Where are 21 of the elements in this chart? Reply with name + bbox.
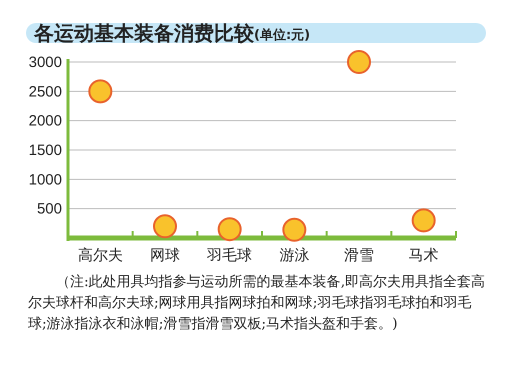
y-tick-label: 2500 xyxy=(28,83,62,100)
x-tick-label: 滑雪 xyxy=(344,247,374,264)
point xyxy=(218,217,242,242)
y-tick-label: 500 xyxy=(36,200,62,218)
y-tick-label: 1000 xyxy=(28,171,62,188)
point xyxy=(88,79,112,104)
x-tick-label: 高尔夫 xyxy=(78,247,123,264)
x-tick-label: 马术 xyxy=(408,247,439,264)
chart-subtitle: (单位:元) xyxy=(254,27,310,43)
x-tick-label: 游泳 xyxy=(279,247,310,264)
y-tick-label: 3000 xyxy=(28,54,62,71)
point xyxy=(412,208,436,232)
x-tick-label: 羽毛球 xyxy=(206,247,252,264)
point xyxy=(347,50,371,74)
point xyxy=(153,214,177,238)
x-tick-label: 网球 xyxy=(150,247,180,264)
point xyxy=(282,218,306,242)
chart-title: 各运动基本装备消费比较 xyxy=(33,21,255,45)
text: （注:此处用具均指参与运动所需的最基本装备,即高尔夫用具指全套高尔夫球杆和高尔夫球;网球用具指网球拍和网球;羽毛球指羽毛球拍和羽毛球;游泳指泳衣和泳帽;滑雪指滑雪双板;马术指头盔和手套。) xyxy=(28,273,486,334)
y-tick-label: 1500 xyxy=(28,142,62,159)
y-tick-label: 2000 xyxy=(28,112,62,130)
